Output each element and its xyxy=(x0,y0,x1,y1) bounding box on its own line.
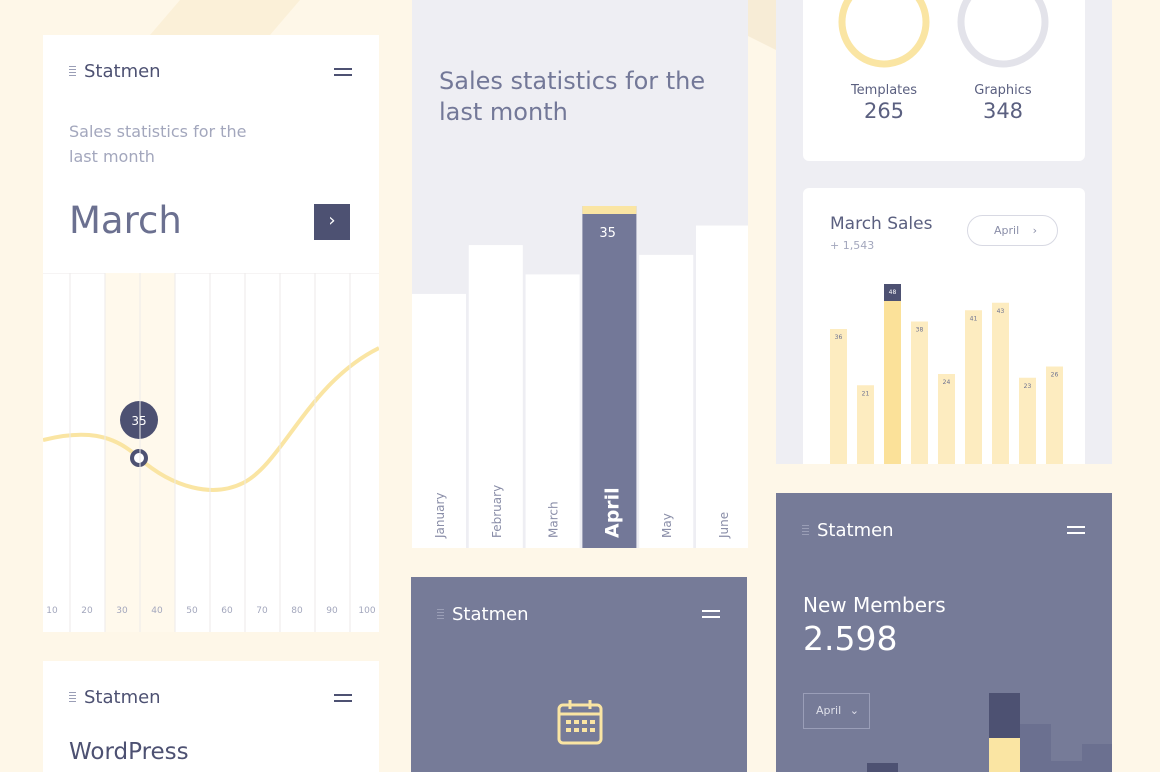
x-tick-label: 20 xyxy=(81,606,93,616)
brand: Statmen xyxy=(802,520,894,541)
totals-card: Templates 265 Graphics 348 xyxy=(803,0,1085,161)
rings xyxy=(838,0,1049,68)
x-tick-label: 70 xyxy=(256,606,268,616)
button-label: April xyxy=(994,224,1020,237)
dropdown-label: April xyxy=(816,704,842,717)
menu-button[interactable] xyxy=(702,610,720,618)
category-label: April xyxy=(601,487,623,538)
marker-label: 35 xyxy=(131,414,146,428)
calendar-icon xyxy=(557,700,603,745)
menu-button[interactable] xyxy=(334,694,352,702)
bar xyxy=(412,293,466,548)
line-chart: 35 10 20 30 40 50 60 70 80 90 100 xyxy=(43,273,379,632)
bar-cap xyxy=(884,284,901,301)
bar xyxy=(1046,366,1063,464)
value-label: 21 xyxy=(862,390,870,397)
bar xyxy=(1019,377,1036,464)
wp-card: Statmen WordPress xyxy=(43,661,379,772)
bar xyxy=(525,274,580,548)
curve xyxy=(43,346,379,492)
right-panel: Templates 265 Graphics 348 March Sales + 1,… xyxy=(776,0,1112,464)
value-label: 38 xyxy=(916,327,924,334)
x-tick-label: 60 xyxy=(221,606,233,616)
x-tick-label: 80 xyxy=(291,606,303,616)
bar xyxy=(696,225,748,548)
bar xyxy=(884,284,901,464)
title: March Sales xyxy=(830,214,933,234)
bar xyxy=(938,374,955,464)
bar xyxy=(468,245,523,548)
title: New Members xyxy=(803,593,946,617)
title: Sales statistics for the last month xyxy=(439,67,706,126)
total-value: 265 xyxy=(863,99,905,123)
value-label: 36 xyxy=(835,334,843,341)
x-tick-label: 30 xyxy=(116,606,128,616)
category-label: May xyxy=(660,513,674,538)
total-value: 348 xyxy=(982,99,1024,123)
month-button[interactable]: April › xyxy=(967,215,1058,246)
month: March xyxy=(69,199,182,242)
members-card: Statmen New Members 2.598 April ⌄ xyxy=(776,493,1112,772)
brand: Statmen xyxy=(69,687,161,708)
brand: Statmen xyxy=(69,61,161,82)
bar xyxy=(857,385,874,464)
category-label: January xyxy=(433,493,447,540)
next-button[interactable]: › xyxy=(314,204,350,240)
month-card: Sales statistics for the last month Janu… xyxy=(412,0,748,548)
x-tick-label: 10 xyxy=(46,606,58,616)
value-label: 26 xyxy=(1051,372,1059,379)
value-label: 35 xyxy=(599,226,616,241)
menu-button[interactable] xyxy=(1067,526,1085,534)
x-tick-label: 50 xyxy=(186,606,198,616)
category-label: February xyxy=(490,485,504,538)
bar xyxy=(992,302,1009,464)
category-label: March xyxy=(547,501,561,538)
dropdown[interactable]: April ⌄ xyxy=(803,693,870,729)
marker-point xyxy=(130,449,148,467)
menu-button[interactable] xyxy=(334,68,352,76)
bar-chart: January February March 35 April May June xyxy=(412,206,748,548)
bar-chart: 36 21 48 38 24 41 43 23 26 xyxy=(830,284,1063,464)
bar xyxy=(965,310,982,464)
bar-decor xyxy=(867,693,1112,772)
x-tick-label: 90 xyxy=(326,606,338,616)
title: WordPress xyxy=(69,739,189,765)
bar xyxy=(830,329,847,464)
total-label: Graphics xyxy=(974,83,1032,98)
sales-card: March Sales + 1,543 April › 36 21 48 38 24 41 4… xyxy=(803,188,1085,464)
stat-card: Statmen Sales statistics for the last mo… xyxy=(43,35,379,632)
total-label: Templates xyxy=(850,83,918,98)
bar xyxy=(639,254,694,548)
value-label: 41 xyxy=(970,315,978,322)
delta: + 1,543 xyxy=(830,239,875,252)
value-label: 23 xyxy=(1024,383,1032,390)
value: 2.598 xyxy=(803,619,898,658)
calendar-card: Statmen xyxy=(411,577,747,772)
bar xyxy=(911,321,928,464)
category-label: June xyxy=(717,512,731,539)
brand: Statmen xyxy=(437,604,529,625)
x-tick-label: 100 xyxy=(358,606,375,616)
value-label: 24 xyxy=(943,379,951,386)
subtitle: Sales statistics for the last month xyxy=(69,122,247,166)
value-label: 43 xyxy=(997,308,1005,315)
bar-cap xyxy=(582,206,637,214)
value-label: 48 xyxy=(889,289,897,296)
bar xyxy=(582,206,637,548)
marker-bubble xyxy=(120,401,158,439)
x-tick-label: 40 xyxy=(151,606,163,616)
